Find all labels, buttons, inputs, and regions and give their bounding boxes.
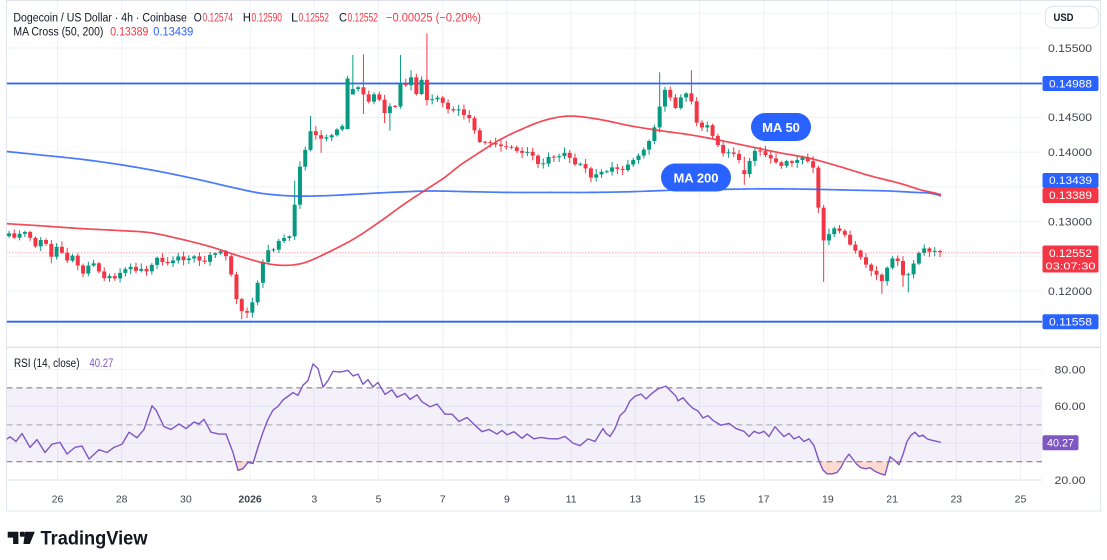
svg-text:0.12552: 0.12552 <box>348 12 379 24</box>
svg-text:L: L <box>291 12 299 24</box>
svg-text:40.27: 40.27 <box>1047 438 1074 450</box>
svg-text:21: 21 <box>886 494 898 506</box>
svg-text:13: 13 <box>629 494 641 506</box>
svg-text:O: O <box>194 12 202 24</box>
svg-text:0.12000: 0.12000 <box>1048 286 1092 298</box>
svg-text:0.14000: 0.14000 <box>1048 147 1092 159</box>
svg-text:30: 30 <box>180 494 192 506</box>
svg-text:MA 200: MA 200 <box>673 171 718 186</box>
svg-text:H: H <box>243 12 251 24</box>
svg-text:03:07:30: 03:07:30 <box>1046 261 1096 273</box>
svg-text:80.00: 80.00 <box>1055 364 1086 376</box>
svg-text:26: 26 <box>52 494 64 506</box>
svg-text:2026: 2026 <box>238 494 262 506</box>
svg-text:MA 50: MA 50 <box>762 120 800 135</box>
svg-text:Dogecoin / US Dollar · 4h · Co: Dogecoin / US Dollar · 4h · Coinbase <box>13 12 187 24</box>
svg-text:0.13389: 0.13389 <box>110 26 148 38</box>
svg-text:17: 17 <box>758 494 770 506</box>
svg-text:19: 19 <box>822 494 834 506</box>
svg-text:USD: USD <box>1054 12 1074 24</box>
svg-text:0.12552: 0.12552 <box>1049 248 1092 260</box>
svg-text:7: 7 <box>440 494 446 506</box>
svg-text:5: 5 <box>376 494 382 506</box>
svg-text:23: 23 <box>950 494 962 506</box>
svg-text:−0.00025 (−0.20%): −0.00025 (−0.20%) <box>386 12 481 24</box>
svg-text:C: C <box>339 12 347 24</box>
svg-text:9: 9 <box>504 494 510 506</box>
svg-text:60.00: 60.00 <box>1055 401 1086 413</box>
svg-text:RSI (14, close): RSI (14, close) <box>14 358 80 370</box>
svg-text:0.13000: 0.13000 <box>1048 216 1092 228</box>
svg-text:20.00: 20.00 <box>1055 475 1086 487</box>
svg-text:0.12574: 0.12574 <box>203 12 234 24</box>
svg-text:0.13389: 0.13389 <box>1049 190 1092 202</box>
svg-text:15: 15 <box>694 494 706 506</box>
svg-text:0.11558: 0.11558 <box>1049 317 1092 329</box>
svg-text:0.12552: 0.12552 <box>299 12 330 24</box>
svg-text:0.12590: 0.12590 <box>252 12 283 24</box>
svg-text:25: 25 <box>1015 494 1027 506</box>
svg-text:0.14988: 0.14988 <box>1049 78 1092 90</box>
svg-text:MA Cross (50, 200): MA Cross (50, 200) <box>13 26 103 38</box>
svg-text:28: 28 <box>116 494 128 506</box>
svg-text:0.13439: 0.13439 <box>153 26 193 38</box>
svg-text:TradingView: TradingView <box>41 529 148 550</box>
svg-text:40.27: 40.27 <box>89 358 113 370</box>
svg-text:3: 3 <box>311 494 317 506</box>
svg-text:0.14500: 0.14500 <box>1048 112 1092 124</box>
svg-text:11: 11 <box>566 494 577 506</box>
svg-text:0.15500: 0.15500 <box>1048 43 1092 55</box>
svg-text:0.13439: 0.13439 <box>1049 175 1092 187</box>
